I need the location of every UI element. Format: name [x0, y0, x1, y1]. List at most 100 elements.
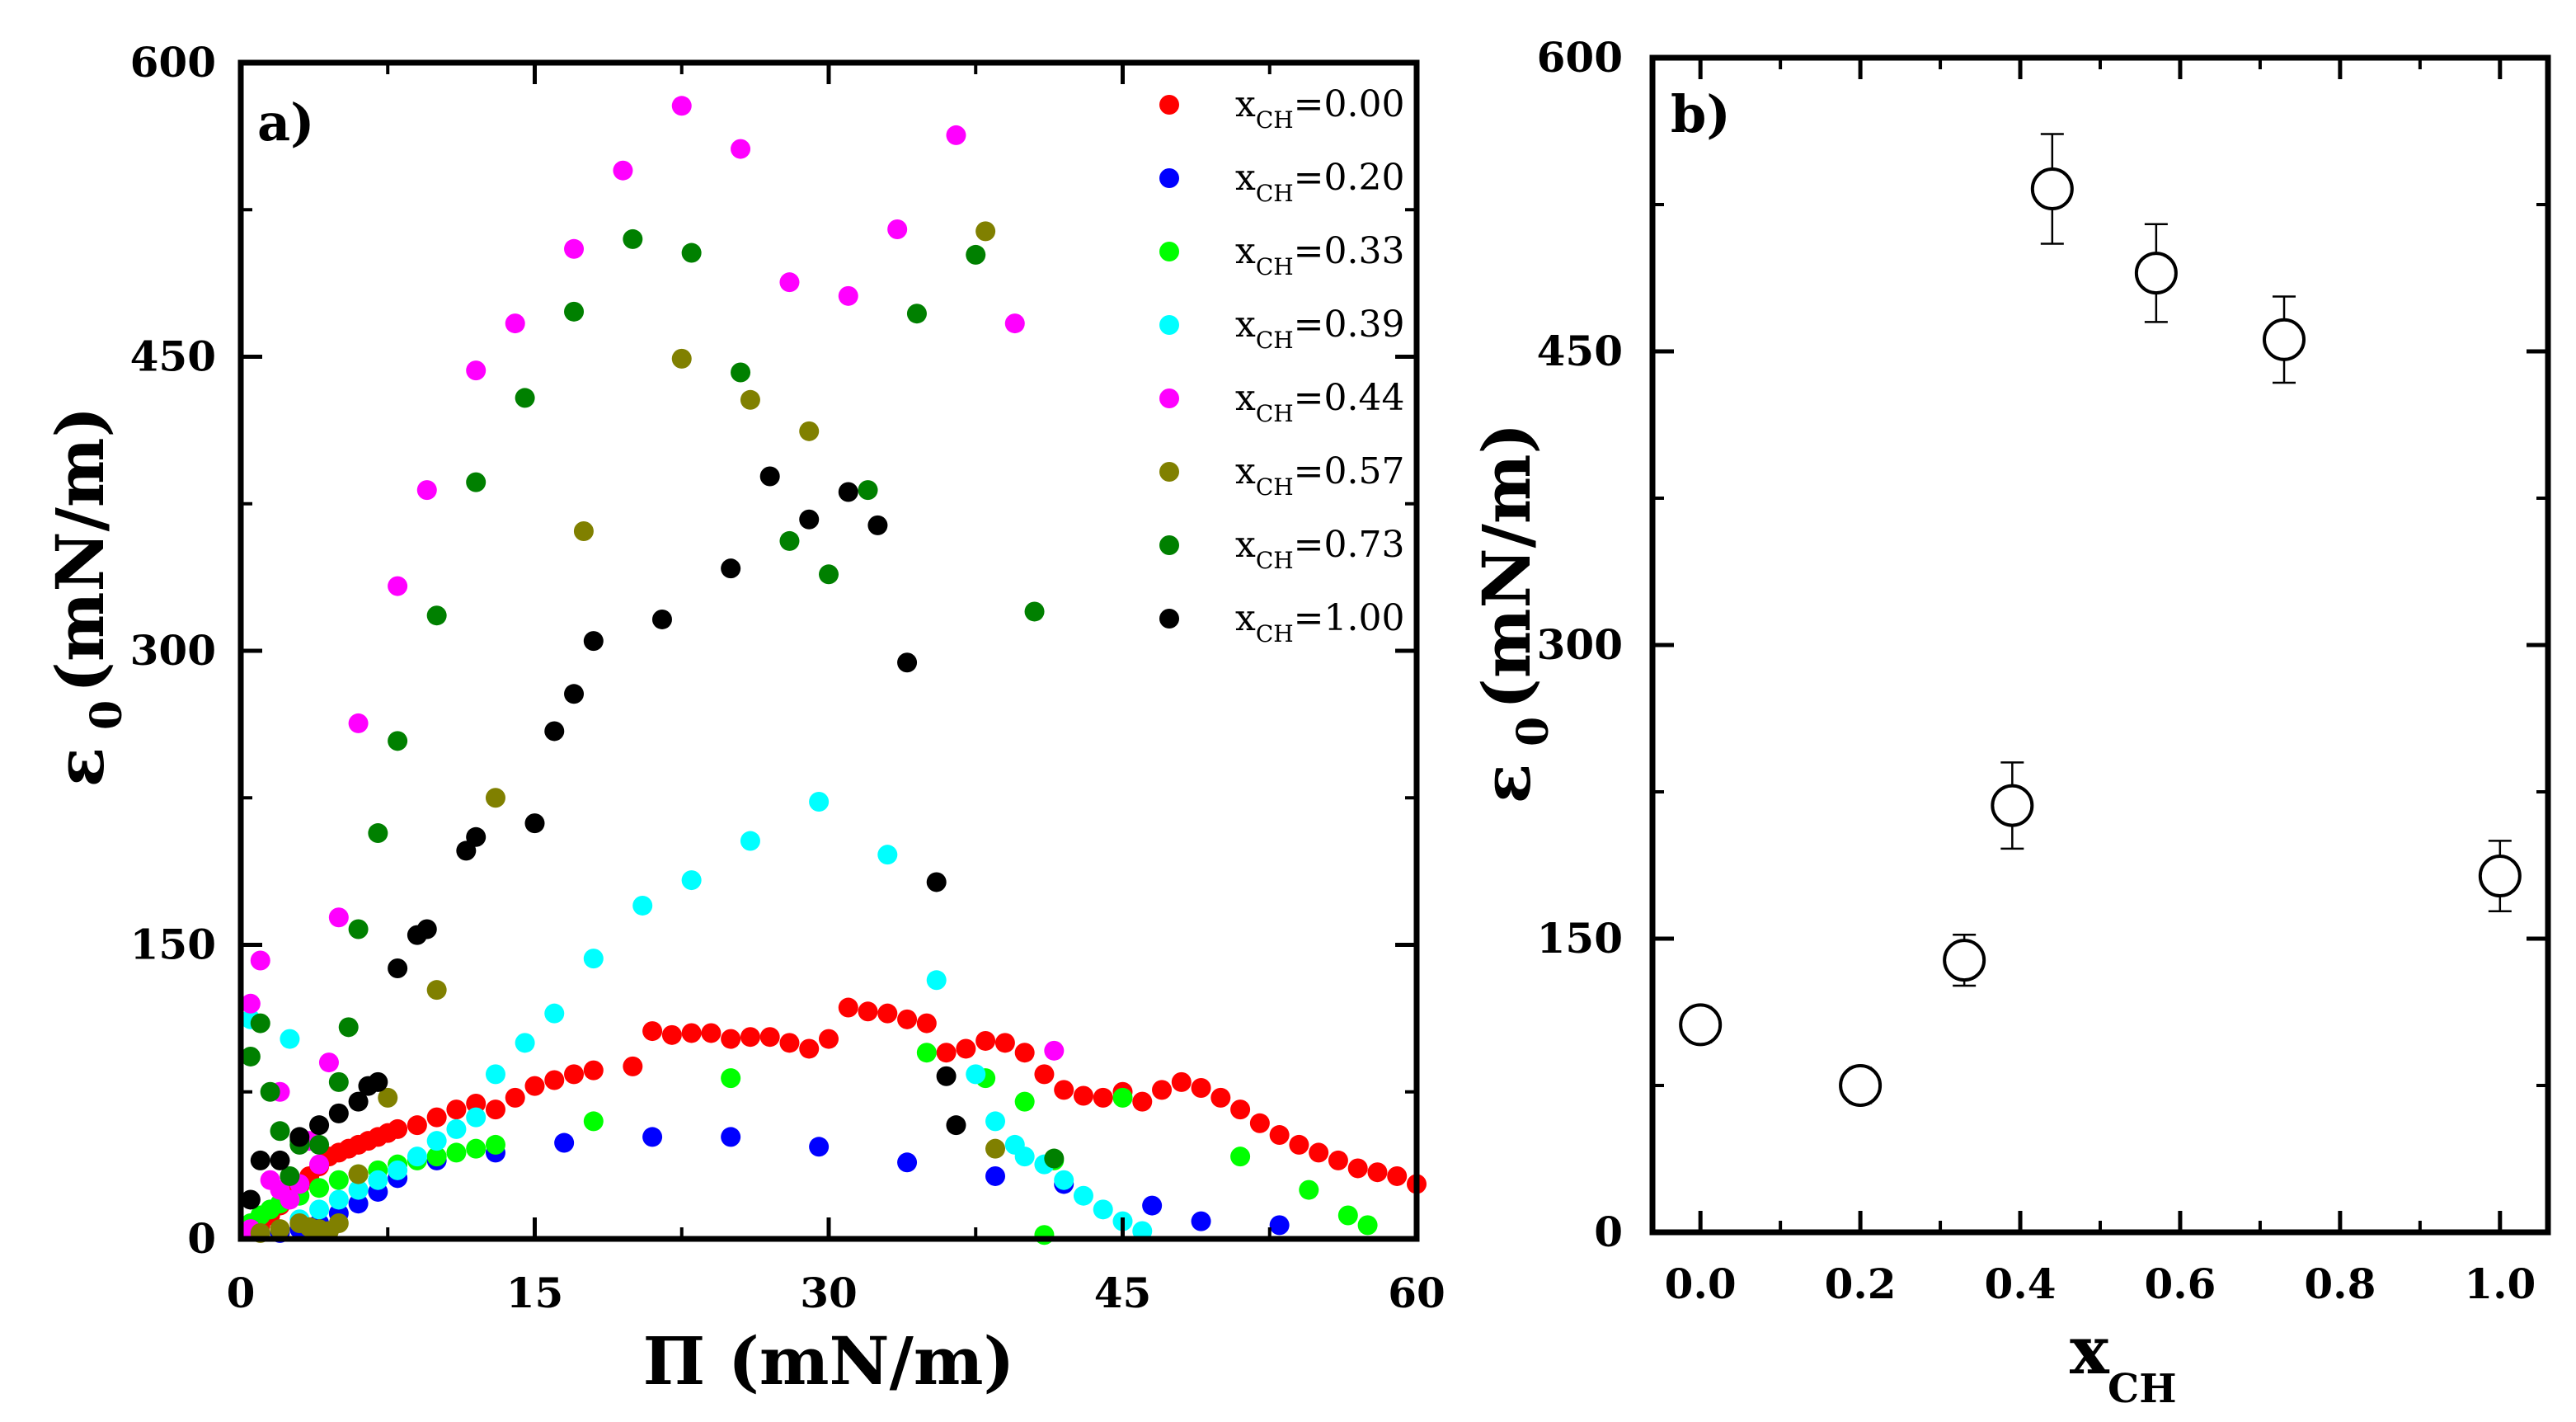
data-point-6-2 [260, 1081, 280, 1102]
data-point-5 [2134, 223, 2178, 323]
data-point-6 [2263, 295, 2306, 384]
legend-entry-0.57: xCH=0.57 [1159, 450, 1405, 501]
data-point-3-13 [515, 1033, 535, 1053]
data-point-7-25 [926, 872, 947, 892]
data-point-2-6 [328, 1170, 349, 1190]
panel-b-data-points [1679, 133, 2522, 1107]
data-point-6-14 [515, 388, 535, 408]
panel-a-y-label-symbol: ε [41, 747, 119, 788]
y-tick-label: 150 [130, 921, 216, 969]
legend-marker [1159, 609, 1179, 629]
data-point-3-25 [1014, 1147, 1035, 1167]
panel-b-label: b) [1671, 84, 1731, 144]
data-point-4-1 [250, 950, 270, 971]
data-point-3-18 [740, 831, 760, 851]
data-point-1-13 [897, 1152, 918, 1173]
data-point-7-16 [564, 684, 585, 704]
legend-marker [1159, 315, 1179, 335]
data-point-3-8 [407, 1147, 427, 1167]
data-point-3-22 [966, 1064, 986, 1085]
x-tick-label: 30 [800, 1269, 858, 1317]
data-point-6-10 [368, 823, 388, 844]
data-point-2-24 [1337, 1205, 1358, 1226]
data-point-0-27 [642, 1021, 663, 1042]
data-point-7-19 [721, 558, 741, 579]
panel-b-x-label-symbol: x [2070, 1311, 2110, 1389]
data-point-5-10 [485, 788, 505, 808]
data-point-1-16 [1142, 1195, 1163, 1216]
data-point-0-56 [1210, 1087, 1231, 1108]
data-point-2-11 [426, 1147, 447, 1167]
panel-b-x-axis-label: x CH [2070, 1311, 2177, 1412]
y-tick-label: 450 [130, 332, 216, 381]
legend-entry-0.00: xCH=0.00 [1159, 83, 1405, 134]
marker [2134, 252, 2178, 295]
data-point-6-15 [564, 301, 585, 322]
series-0.57 [250, 221, 1006, 1243]
data-point-0-37 [838, 997, 858, 1018]
data-point-7-12 [456, 840, 477, 861]
data-point-3-29 [1093, 1199, 1113, 1220]
data-point-2-15 [583, 1111, 604, 1132]
data-point-3-3 [309, 1199, 330, 1220]
x-tick-label: 60 [1388, 1269, 1445, 1317]
data-point-3-5 [348, 1180, 369, 1200]
legend-label: xCH=0.00 [1235, 83, 1405, 134]
data-point-0-28 [661, 1024, 682, 1045]
data-point-0-29 [681, 1023, 702, 1043]
data-point-0-49 [1073, 1085, 1093, 1106]
data-point-6-3 [270, 1121, 290, 1142]
legend-entry-0.39: xCH=0.39 [1159, 304, 1405, 354]
data-point-3-9 [426, 1131, 447, 1151]
data-point-4-24 [1044, 1040, 1065, 1061]
data-point-3-28 [1073, 1185, 1093, 1206]
legend-marker [1159, 242, 1179, 261]
data-point-0-65 [1387, 1165, 1408, 1186]
data-point-0-38 [858, 1001, 878, 1022]
data-point-4-13 [466, 360, 487, 381]
data-point-7-18 [651, 609, 672, 629]
marker [1679, 1003, 1723, 1047]
data-point-0-45 [994, 1033, 1015, 1053]
data-point-3-12 [485, 1064, 505, 1085]
x-tick-label: 0 [227, 1269, 256, 1317]
panel-b-y-axis-label: ε 0 (mN/m) [1468, 423, 1558, 804]
legend-marker [1159, 95, 1179, 115]
data-point-0-35 [799, 1038, 820, 1059]
data-point-7-14 [524, 813, 545, 834]
panel-a-label: a) [257, 92, 315, 153]
data-point-4-12 [416, 480, 437, 501]
x-tick-label: 0.8 [2304, 1260, 2376, 1308]
data-point-7-15 [544, 721, 565, 742]
data-point-6-25 [1044, 1148, 1065, 1169]
data-point-7-24 [897, 652, 918, 673]
panel-b-y-label-symbol: ε [1468, 764, 1545, 804]
y-tick-label: 150 [1537, 914, 1623, 963]
y-tick-label: 300 [1537, 620, 1623, 669]
series-0.39 [240, 792, 1153, 1241]
panel-a-y-label-sub: 0 [82, 700, 132, 730]
x-tick-label: 1.0 [2464, 1260, 2536, 1308]
data-point-7-21 [799, 509, 820, 530]
data-point-6-24 [1024, 601, 1045, 622]
data-point-3-16 [632, 895, 653, 916]
data-point-6-1 [250, 1013, 270, 1034]
data-point-0-30 [701, 1023, 722, 1043]
series-1.00 [240, 466, 966, 1210]
data-point-0-52 [1132, 1091, 1153, 1112]
legend-entry-0.44: xCH=0.44 [1159, 377, 1405, 427]
data-point-7 [2478, 840, 2522, 913]
data-point-5-11 [573, 521, 594, 542]
panel-b-frame [1649, 54, 2551, 1236]
data-point-6-17 [681, 242, 702, 263]
data-point-4-0 [240, 993, 261, 1014]
data-point-5-16 [985, 1138, 1006, 1159]
data-point-0-43 [956, 1038, 976, 1059]
x-tick-label: 45 [1094, 1269, 1152, 1317]
legend-label: xCH=0.73 [1235, 524, 1405, 574]
marker [1943, 939, 1986, 982]
marker [1991, 784, 2034, 827]
y-tick-label: 300 [130, 626, 216, 675]
